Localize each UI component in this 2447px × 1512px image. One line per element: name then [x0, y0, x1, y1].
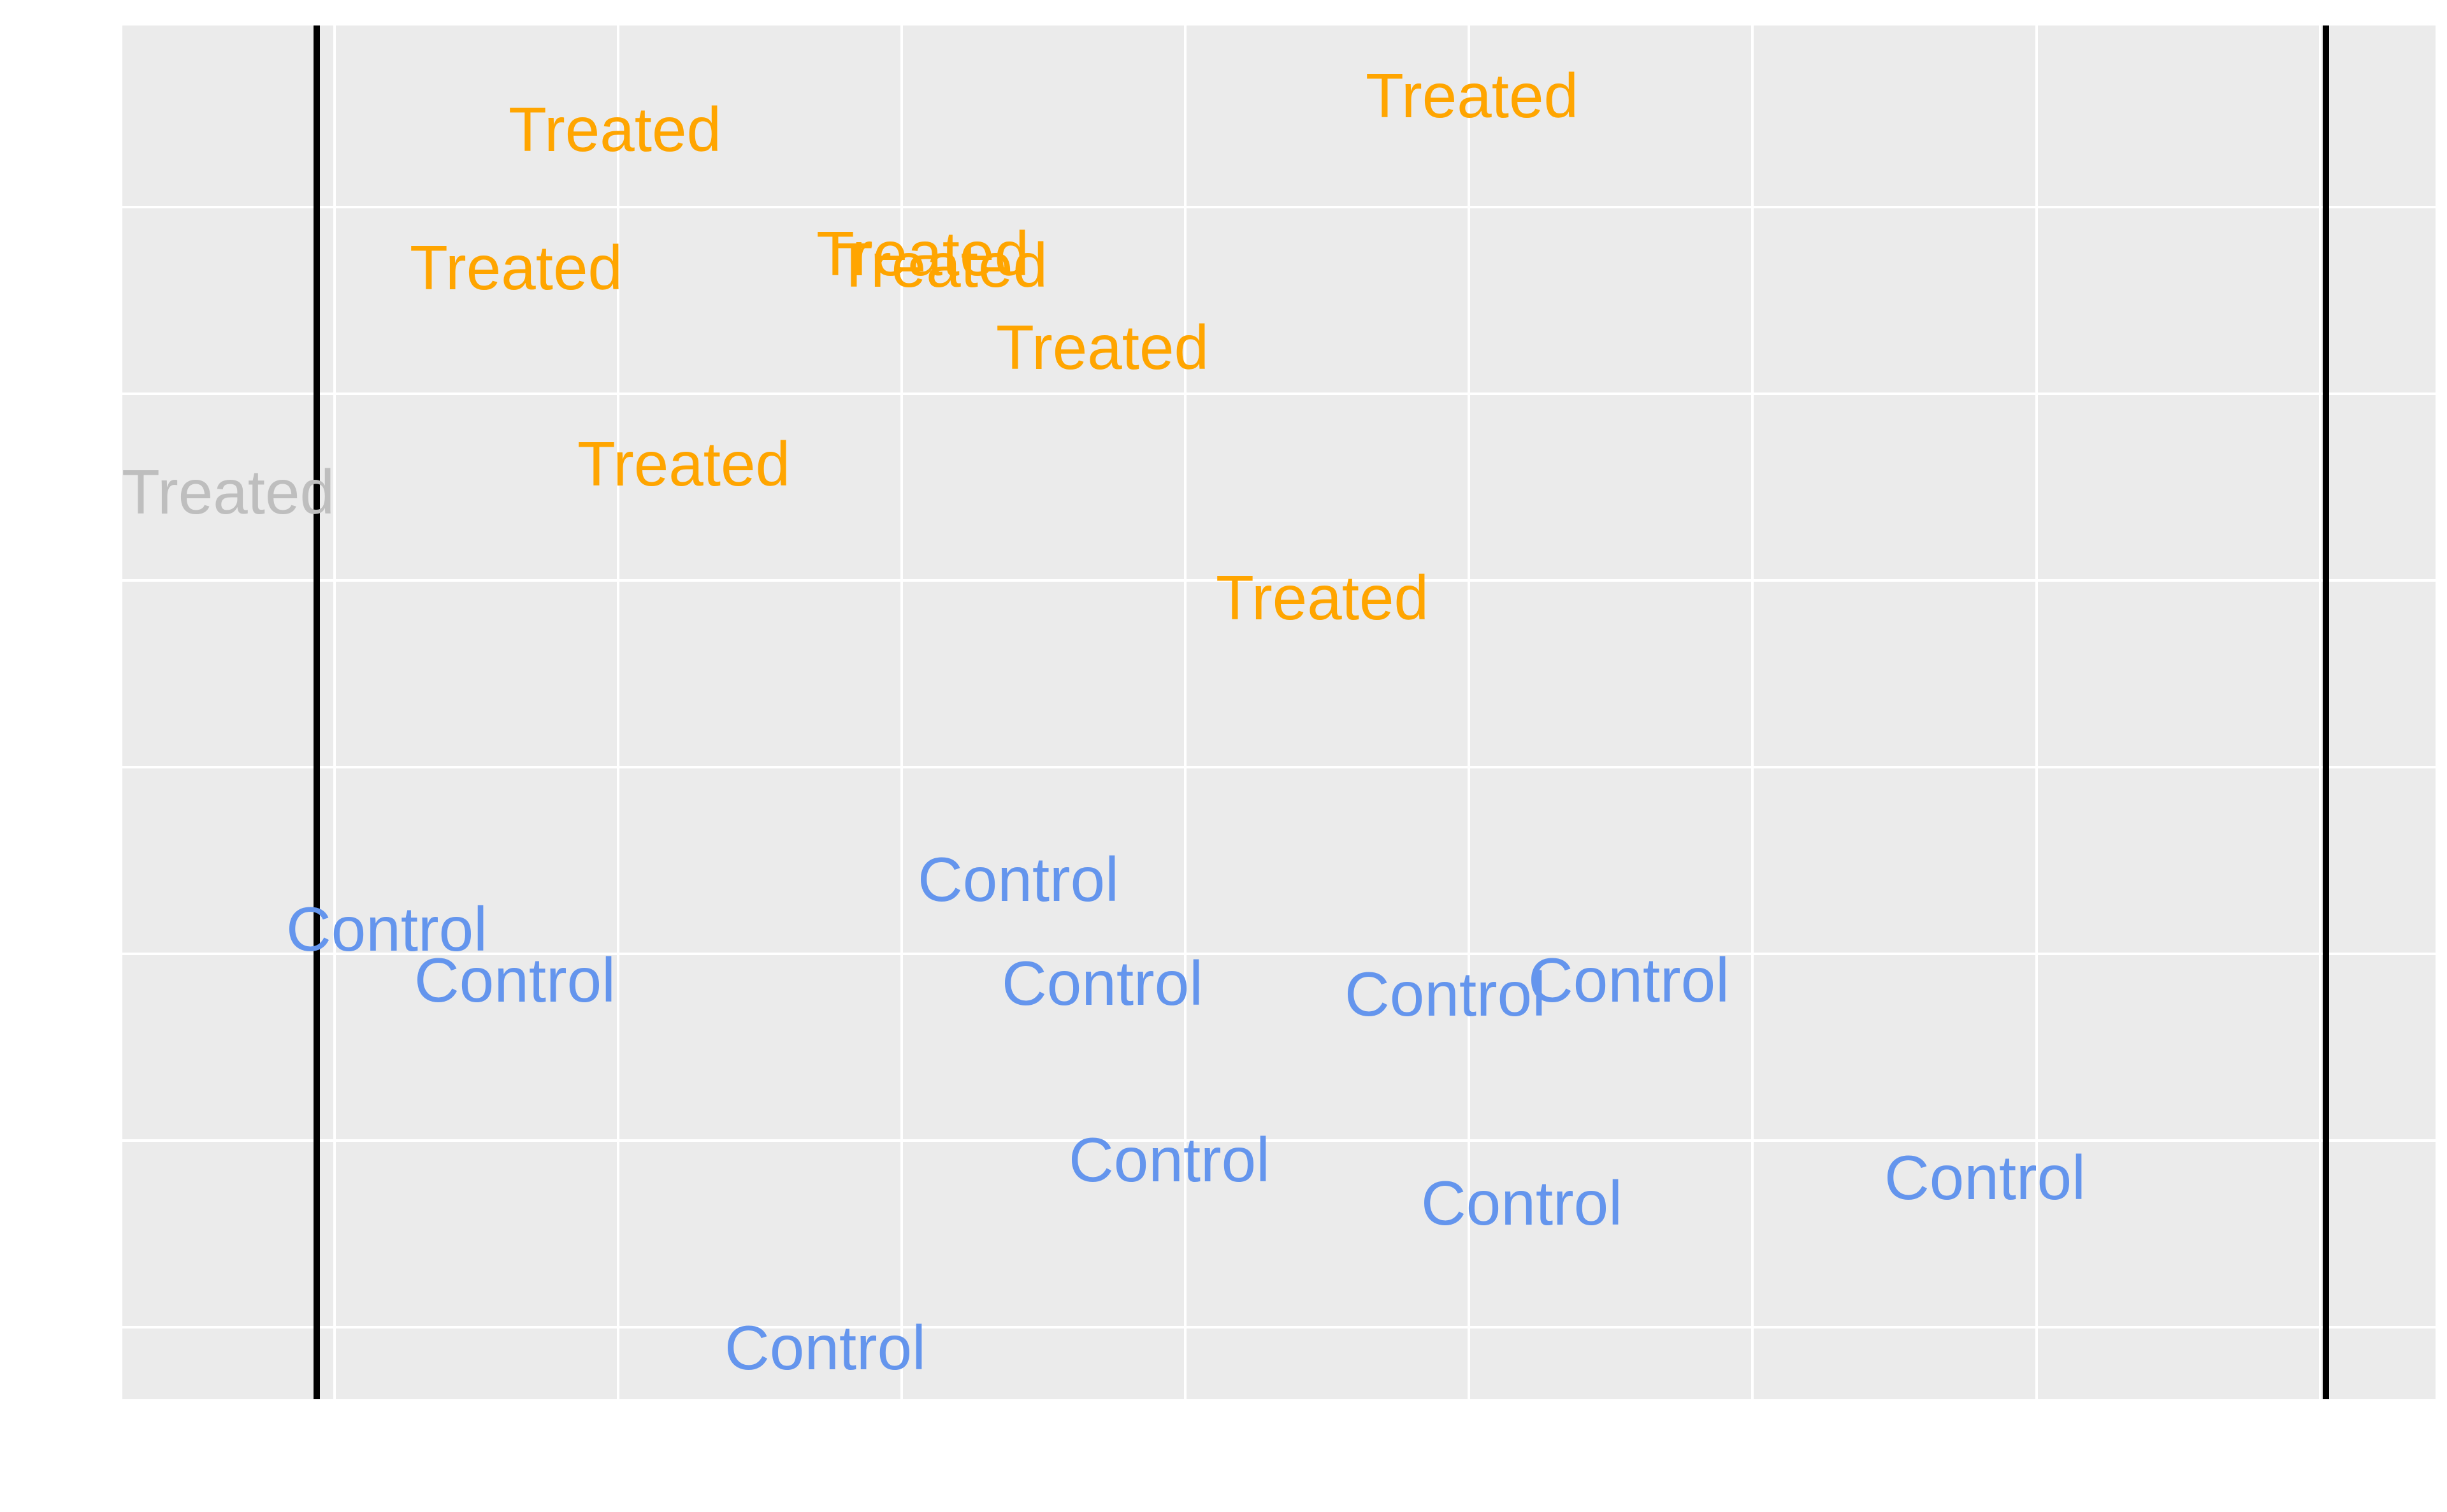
control-label: Control [1528, 945, 1729, 1015]
treated-label: Treated [1365, 61, 1579, 131]
control-label: Control [725, 1313, 926, 1383]
plot-panel: Treated Treated Treated Treated Treated Treat… [122, 25, 2436, 1399]
treated-label: Treated [577, 429, 791, 499]
x-gridline [617, 25, 619, 1399]
treated-greyed-label: Treated [121, 457, 335, 527]
x-gridline [1468, 25, 1470, 1399]
x-gridline [1184, 25, 1187, 1399]
x-gridline [2319, 25, 2321, 1399]
treated-label: Treated [834, 230, 1048, 300]
y-gridline [122, 953, 2436, 955]
x-gridline [333, 25, 336, 1399]
control-label: Control [1421, 1168, 1622, 1238]
control-label: Control [1345, 959, 1546, 1029]
x-gridline [2035, 25, 2038, 1399]
reference-vline [314, 25, 320, 1399]
x-gridline [1751, 25, 1754, 1399]
y-gridline [122, 206, 2436, 208]
y-gridline [122, 579, 2436, 582]
control-label: Control [414, 945, 616, 1015]
treated-label: Treated [1215, 563, 1429, 633]
treated-label: Treated [508, 94, 722, 164]
y-gridline [122, 1326, 2436, 1328]
reference-vline [2323, 25, 2329, 1399]
y-gridline [122, 392, 2436, 395]
control-label: Control [1002, 948, 1203, 1018]
x-gridline [900, 25, 903, 1399]
treated-label: Treated [995, 312, 1209, 382]
y-gridline [122, 766, 2436, 768]
control-label: Control [918, 844, 1119, 914]
control-label: Control [286, 894, 487, 964]
control-label: Control [1069, 1125, 1270, 1195]
y-gridline [122, 1139, 2436, 1142]
treated-label: Treated [816, 219, 1030, 289]
treated-label: Treated [409, 233, 623, 303]
control-label: Control [1884, 1142, 2086, 1213]
